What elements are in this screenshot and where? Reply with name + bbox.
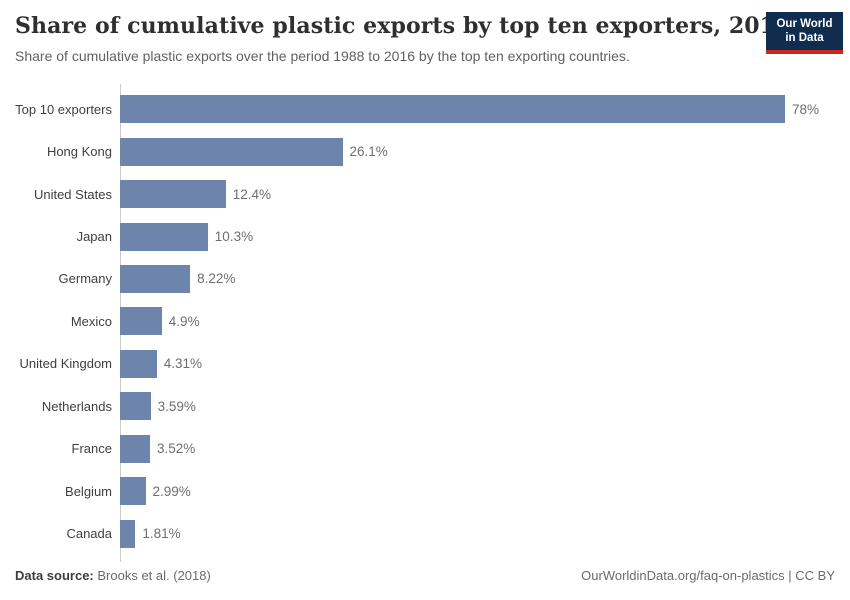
bar-value: 12.4%: [232, 186, 271, 202]
chart-header: Share of cumulative plastic exports by t…: [0, 0, 850, 88]
bar-value: 4.9%: [168, 313, 200, 329]
bar-value: 26.1%: [349, 144, 388, 160]
bar-label: Japan: [76, 229, 112, 245]
bar-row: Mexico 4.9%: [0, 300, 850, 342]
bar[interactable]: [120, 392, 151, 421]
bar-area: 3.59%: [120, 392, 850, 421]
bar-label: France: [71, 441, 112, 457]
owid-logo-line1: Our World: [776, 18, 833, 30]
credit-link[interactable]: OurWorldinData.org/faq-on-plastics | CC …: [581, 568, 835, 583]
bar-area: 26.1%: [120, 137, 850, 166]
bar-label: United States: [33, 186, 112, 202]
bar-value: 8.22%: [197, 271, 236, 287]
bar-value: 1.81%: [142, 526, 181, 542]
owid-logo-line2: in Data: [785, 32, 824, 45]
bar-row: Top 10 exporters 78%: [0, 88, 850, 130]
bar[interactable]: [120, 349, 157, 378]
bar-area: 8.22%: [120, 264, 850, 293]
bar-area: 12.4%: [120, 180, 850, 209]
bar-row: United Kingdom 4.31%: [0, 343, 850, 385]
bar[interactable]: [120, 222, 208, 251]
bar-area: 3.52%: [120, 434, 850, 463]
bar-value: 2.99%: [152, 483, 191, 499]
bar-value: 3.52%: [157, 441, 196, 457]
data-source-value: Brooks et al. (2018): [97, 568, 211, 583]
bar-label: Hong Kong: [46, 144, 112, 160]
bar[interactable]: [120, 307, 162, 336]
bar-chart: Top 10 exporters 78% Hong Kong 26.1% Uni…: [0, 84, 850, 562]
bar-area: 4.31%: [120, 349, 850, 378]
bar[interactable]: [120, 180, 226, 209]
bar-label: Top 10 exporters: [15, 101, 112, 117]
bar[interactable]: [120, 95, 785, 124]
bar-area: 4.9%: [120, 307, 850, 336]
bar[interactable]: [120, 477, 146, 506]
bar[interactable]: [120, 434, 150, 463]
page-title: Share of cumulative plastic exports by t…: [15, 13, 791, 39]
bar-label: Canada: [66, 526, 112, 542]
bar-row: Belgium 2.99%: [0, 470, 850, 512]
data-source: Data source: Brooks et al. (2018): [15, 568, 211, 583]
bar-label: Mexico: [70, 313, 112, 329]
bar-row: Japan 10.3%: [0, 215, 850, 257]
bar-value: 10.3%: [214, 229, 254, 245]
owid-logo[interactable]: Our World in Data: [766, 12, 843, 54]
bar-row: Hong Kong 26.1%: [0, 130, 850, 172]
data-source-label: Data source:: [15, 568, 94, 583]
bar-value: 3.59%: [157, 398, 196, 414]
chart-footer: Data source: Brooks et al. (2018) OurWor…: [0, 568, 850, 583]
bar-area: 1.81%: [120, 519, 850, 548]
bar-value: 78%: [792, 101, 820, 117]
bar-value: 4.31%: [163, 356, 202, 372]
bar[interactable]: [120, 264, 191, 293]
bar-area: 78%: [120, 95, 850, 124]
bar-area: 2.99%: [120, 477, 850, 506]
bar-label: United Kingdom: [19, 356, 113, 372]
bar-area: 10.3%: [120, 222, 850, 251]
bar[interactable]: [120, 519, 136, 548]
bar-row: United States 12.4%: [0, 173, 850, 215]
bar-label: Belgium: [65, 483, 112, 499]
bar-label: Netherlands: [41, 398, 112, 414]
bar-row: Germany 8.22%: [0, 258, 850, 300]
bar[interactable]: [120, 137, 343, 166]
bar-row: France 3.52%: [0, 428, 850, 470]
bar-row: Netherlands 3.59%: [0, 385, 850, 427]
bar-row: Canada 1.81%: [0, 512, 850, 554]
page-subtitle: Share of cumulative plastic exports over…: [15, 48, 630, 64]
bar-rows: Top 10 exporters 78% Hong Kong 26.1% Uni…: [0, 88, 850, 555]
bar-label: Germany: [58, 271, 112, 287]
